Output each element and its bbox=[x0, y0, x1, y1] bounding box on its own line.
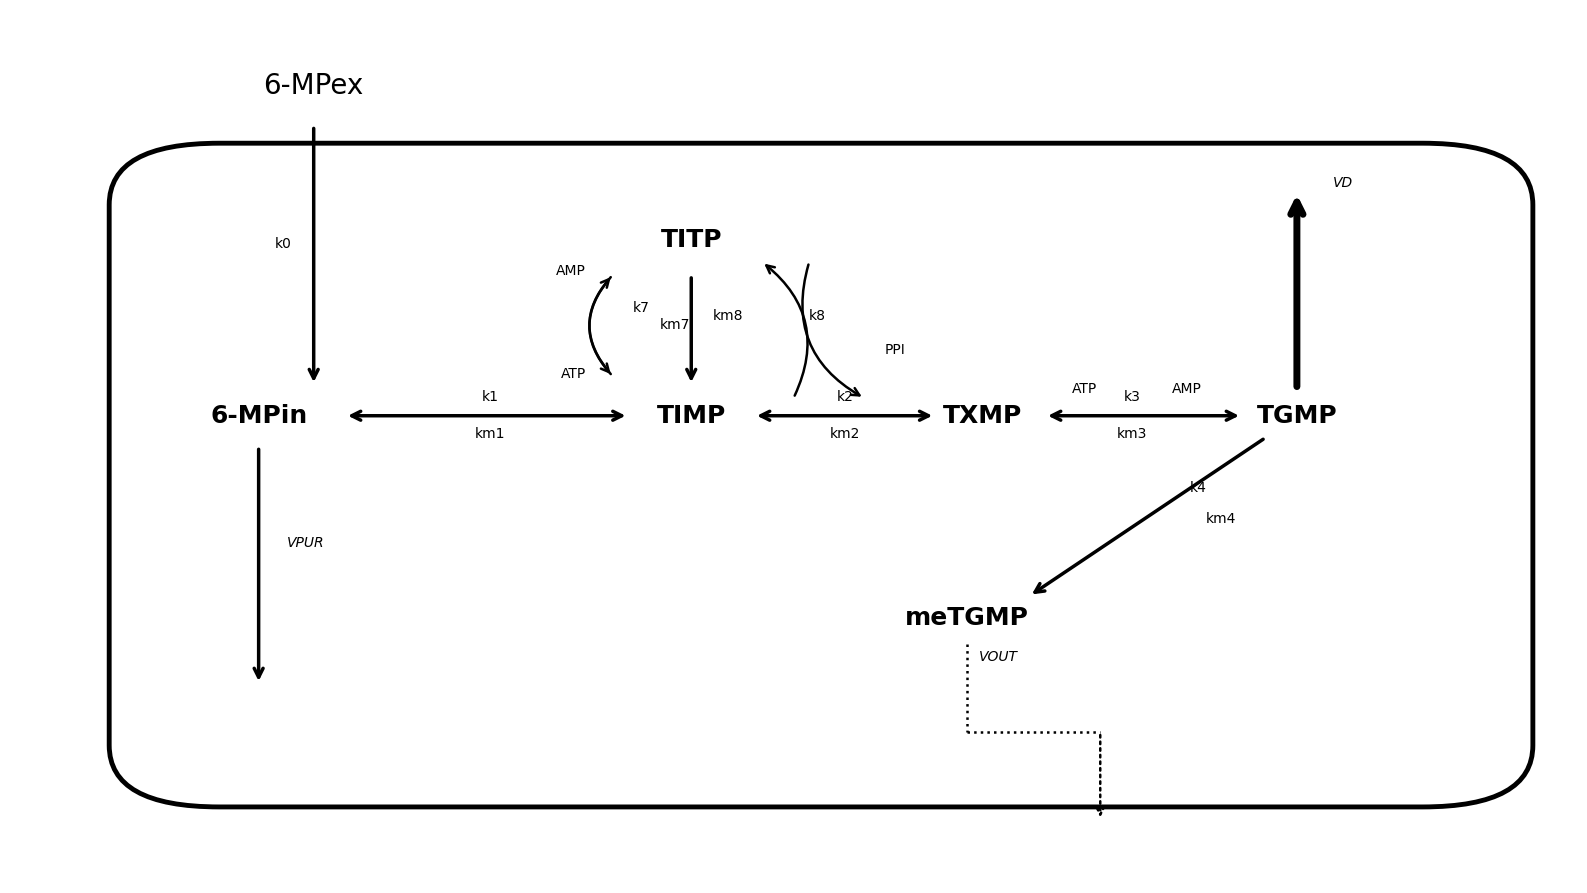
Text: 6-MPin: 6-MPin bbox=[209, 404, 308, 428]
Text: TIMP: TIMP bbox=[657, 404, 725, 428]
Text: km4: km4 bbox=[1206, 513, 1236, 527]
Text: AMP: AMP bbox=[1171, 381, 1201, 396]
Text: k7: k7 bbox=[633, 301, 651, 314]
Text: VD: VD bbox=[1333, 176, 1354, 190]
Text: k0: k0 bbox=[275, 238, 292, 251]
Text: TGMP: TGMP bbox=[1257, 404, 1338, 428]
Text: VOUT: VOUT bbox=[979, 650, 1019, 664]
Text: km7: km7 bbox=[660, 318, 690, 332]
Text: TITP: TITP bbox=[660, 228, 722, 252]
Text: k3: k3 bbox=[1124, 390, 1139, 405]
Text: k4: k4 bbox=[1190, 480, 1206, 495]
Text: TXMP: TXMP bbox=[943, 404, 1022, 428]
Text: k8: k8 bbox=[809, 309, 827, 323]
Text: ATP: ATP bbox=[560, 367, 586, 381]
Text: AMP: AMP bbox=[555, 263, 586, 278]
Text: km2: km2 bbox=[830, 427, 860, 441]
Text: k2: k2 bbox=[836, 390, 854, 405]
Text: ATP: ATP bbox=[1071, 381, 1097, 396]
Text: VPUR: VPUR bbox=[287, 536, 325, 550]
Text: km3: km3 bbox=[1117, 427, 1147, 441]
Text: meTGMP: meTGMP bbox=[905, 606, 1028, 630]
Text: k1: k1 bbox=[481, 390, 498, 405]
Text: 6-MPex: 6-MPex bbox=[263, 72, 363, 100]
Text: PPI: PPI bbox=[884, 343, 906, 357]
Text: km8: km8 bbox=[713, 309, 743, 323]
Text: km1: km1 bbox=[475, 427, 505, 441]
